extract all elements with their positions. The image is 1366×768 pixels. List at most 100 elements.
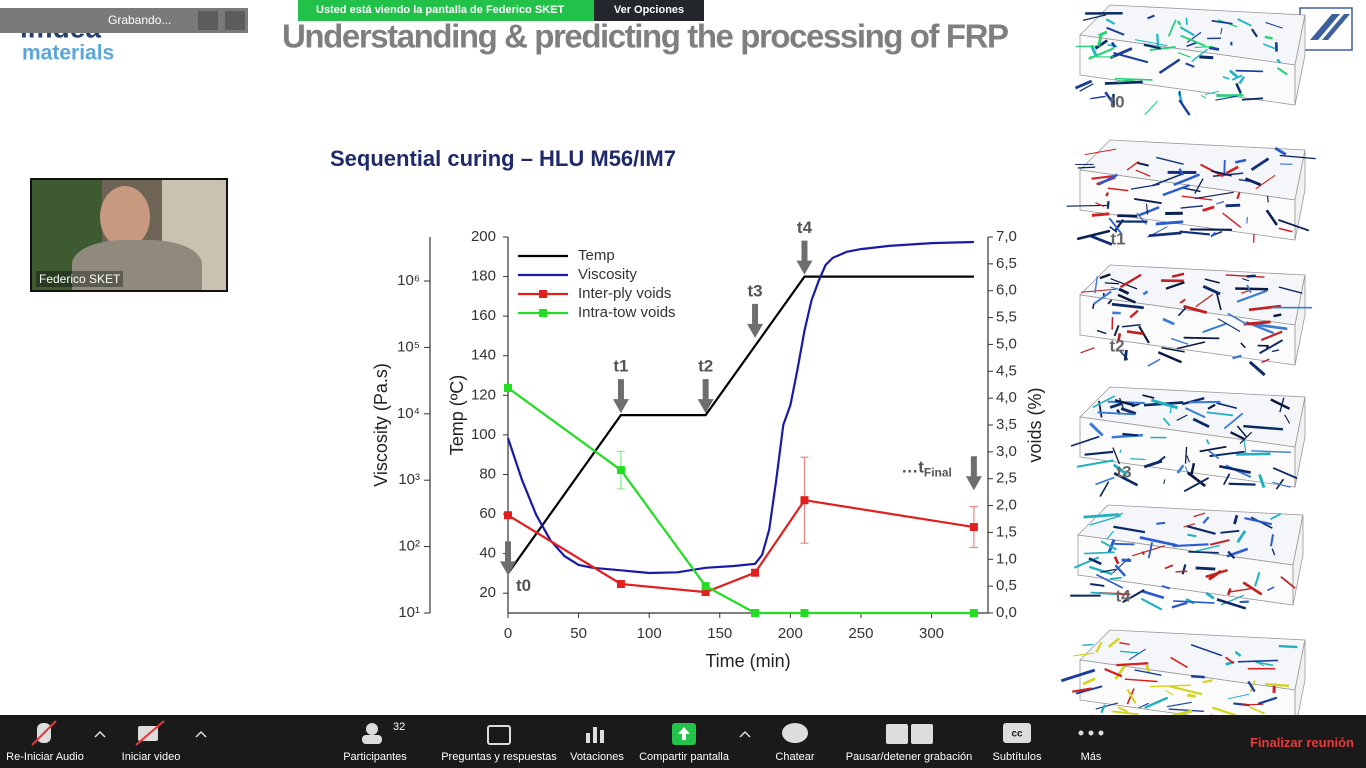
captions-button[interactable]: Subtítulos	[992, 751, 1042, 763]
series-line	[507, 387, 974, 615]
pause-record-icon[interactable]	[886, 724, 908, 744]
thumbnail-fiber	[1144, 696, 1169, 709]
thumbnail-fiber	[1117, 706, 1128, 713]
thumbnail-fiber	[1113, 324, 1120, 337]
thumbnail-fiber	[1185, 62, 1195, 68]
polls-button[interactable]: Votaciones	[570, 751, 624, 763]
series-line	[506, 240, 974, 575]
thumbnail-fiber	[1165, 690, 1174, 696]
participants-icon[interactable]	[366, 723, 378, 735]
more-icon-dot	[1098, 730, 1104, 736]
thumbnail-fiber	[1276, 66, 1288, 76]
legend-label: Intra-tow voids	[578, 304, 676, 321]
thumbnail-fiber	[1202, 205, 1215, 212]
stop-record-icon[interactable]	[911, 724, 933, 744]
thumbnail-fiber	[1243, 438, 1247, 455]
captions-icon-text: cc	[1011, 729, 1023, 740]
thumbnail-fiber	[1251, 450, 1292, 453]
annotation-arrow	[612, 379, 629, 414]
y-tick-label: 40	[479, 545, 496, 562]
slide-background	[0, 0, 1366, 715]
thumbnail-fiber	[1254, 572, 1261, 587]
thumbnail-fiber	[1190, 462, 1196, 476]
captions-icon[interactable]	[1003, 723, 1031, 743]
chat-icon[interactable]	[782, 723, 808, 743]
more-icon[interactable]	[1078, 730, 1084, 736]
polls-icon-bar	[600, 730, 604, 743]
share-button[interactable]: Compartir pantalla	[639, 751, 729, 763]
thumbnail-fiber	[1239, 431, 1253, 444]
y-tick-label: 180	[471, 268, 496, 285]
thumbnail-fiber	[1194, 45, 1213, 49]
thumbnail-fiber	[1139, 536, 1178, 547]
thumbnail-fiber	[1164, 564, 1174, 570]
end-meeting-button[interactable]: Finalizar reunión	[1249, 735, 1354, 750]
thumbnail-fiber	[1072, 687, 1092, 693]
x-tick-label: 100	[637, 625, 662, 642]
thumbnail-fiber	[1234, 650, 1242, 657]
annotation-label: …tFinal	[901, 458, 952, 480]
stop-recording[interactable]	[225, 11, 245, 30]
participants-icon-body	[362, 735, 382, 744]
video-button[interactable]: Iniciar video	[121, 751, 181, 763]
legend-label: Viscosity	[578, 266, 637, 283]
y2-tick-label: 1,5	[996, 523, 1017, 540]
polls-icon[interactable]	[586, 733, 590, 743]
thumbnail-fiber	[1079, 83, 1094, 92]
thumbnail-fiber	[1236, 192, 1241, 200]
data-point	[800, 609, 809, 617]
thumbnail-fiber	[1192, 417, 1210, 428]
more-button[interactable]: Más	[1080, 751, 1102, 763]
share-arrow	[678, 727, 690, 740]
view-options[interactable]: Ver Opciones	[594, 0, 704, 21]
thumbnail-fiber	[1202, 322, 1228, 334]
chat-button[interactable]: Chatear	[775, 751, 815, 763]
y3-tick-label: 10⁶	[397, 272, 420, 289]
participants-button[interactable]: Participantes	[343, 751, 407, 763]
thumbnail-fiber	[1243, 424, 1284, 431]
audio-button[interactable]: Re-Iniciar Audio	[6, 751, 84, 763]
thumbnail-fiber	[1186, 471, 1207, 488]
menu-carets[interactable]	[94, 730, 751, 738]
y2-tick-label: 0,5	[996, 577, 1017, 594]
thumbnail-fiber	[1185, 17, 1188, 25]
pause-recording[interactable]	[198, 11, 218, 30]
qa-icon[interactable]	[487, 725, 511, 745]
thumbnail-fiber	[1195, 566, 1216, 571]
thumbnail-fiber	[1262, 43, 1276, 50]
record-button[interactable]: Pausar/detener grabación	[845, 751, 973, 763]
thumbnail-fiber	[1211, 170, 1232, 177]
y-tick-label: 80	[479, 465, 496, 482]
video-body	[72, 240, 202, 290]
thumbnail-fiber	[1157, 351, 1183, 364]
annotation-arrow	[697, 379, 714, 414]
thumbnail-fiber	[1151, 173, 1182, 187]
thumbnail-fiber	[1121, 323, 1141, 328]
qa-button[interactable]: Preguntas y respuestas	[441, 751, 557, 763]
y2-tick-label: 2,5	[996, 470, 1017, 487]
thumbnail-fiber	[1111, 302, 1144, 310]
thumbnail-fiber	[1143, 43, 1161, 50]
thumbnail-fiber	[1162, 317, 1175, 326]
thumbnail-fiber	[1137, 162, 1149, 167]
thumbnail-fiber	[1114, 663, 1128, 680]
thumbnail-fiber	[1235, 69, 1264, 73]
y3-tick-label: 10¹	[398, 604, 420, 621]
x-tick-label: 150	[707, 625, 732, 642]
thumbnail-fiber	[1177, 51, 1191, 58]
thumbnail-end	[1292, 514, 1304, 606]
thumbnail-fiber	[1113, 556, 1120, 565]
thumbnail-fiber	[1163, 479, 1166, 485]
thumbnail-fiber	[1093, 290, 1112, 305]
y2-tick-label: 0,0	[996, 604, 1017, 621]
thumbnail-fiber	[1088, 557, 1102, 566]
y-axis-title: Temp (ºC)	[447, 375, 467, 456]
legend-label: Inter-ply voids	[578, 285, 671, 302]
thumbnail-fiber	[1082, 643, 1094, 647]
annotation-arrow	[747, 303, 764, 338]
thumbnail-fiber	[1236, 452, 1271, 456]
thumbnail-fiber	[1142, 290, 1149, 296]
thumbnail-fiber	[1112, 710, 1139, 715]
x-tick-label: 300	[919, 625, 944, 642]
y-tick-label: 140	[471, 347, 496, 364]
